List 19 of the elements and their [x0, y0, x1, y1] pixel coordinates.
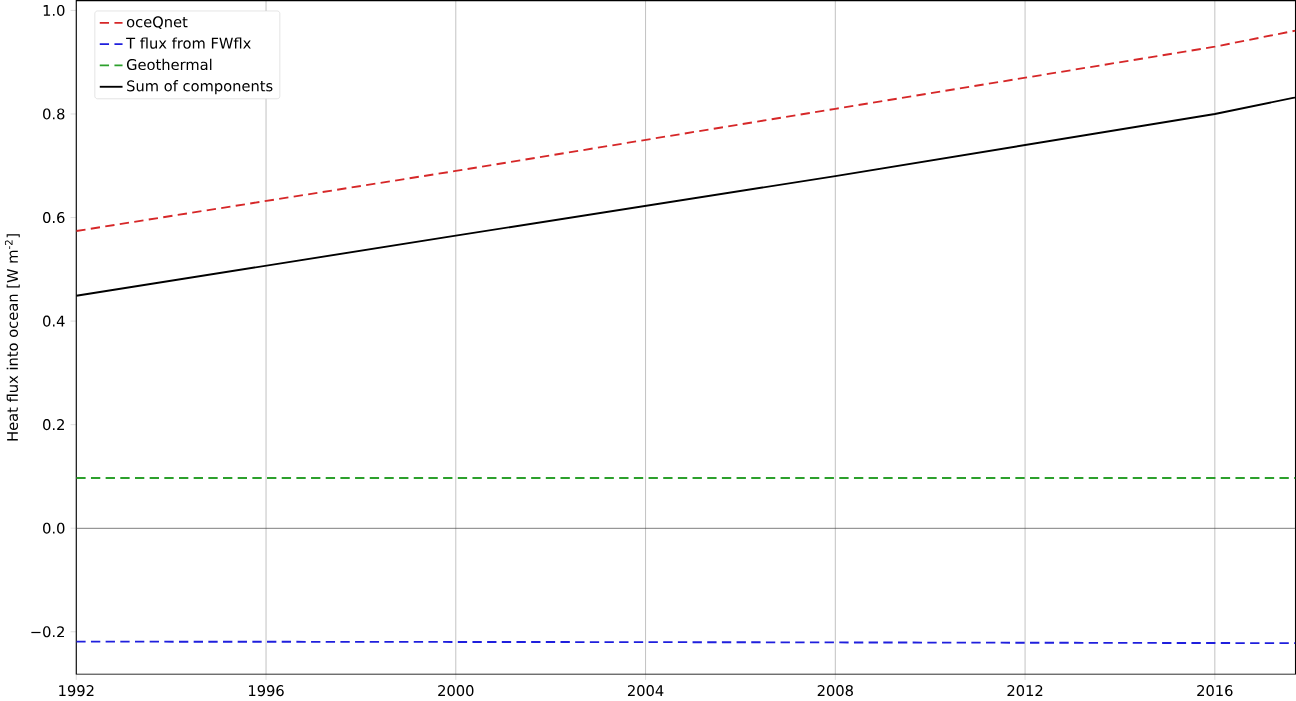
legend-label: Geothermal [126, 58, 212, 71]
legend-label: Sum of components [127, 80, 273, 95]
y-tick-label: 0.2 [43, 419, 64, 431]
y-tick-label: 0.0 [43, 522, 65, 534]
x-tick-label: 2008 [817, 685, 853, 697]
legend-label: oceQnet [126, 16, 188, 30]
y-tick-label: 0.8 [43, 108, 65, 120]
x-tick-label: 2016 [1197, 685, 1233, 697]
y-tick-label: −0.2 [31, 626, 64, 638]
x-tick-label: 2004 [627, 685, 664, 697]
x-tick-label: 1992 [59, 685, 94, 697]
legend-label: T flux from FWflx [126, 37, 251, 49]
y-tick-label: 0.6 [43, 211, 65, 224]
x-tick-label: 1996 [248, 685, 284, 697]
x-tick-label: 2000 [438, 685, 474, 697]
y-axis-title: Heat flux into ocean [W m$^{-2}$] [4, 234, 20, 441]
x-tick-label: 2012 [1007, 685, 1043, 697]
y-tick-label: 0.4 [43, 315, 65, 327]
y-tick-label: 1.0 [43, 4, 65, 16]
